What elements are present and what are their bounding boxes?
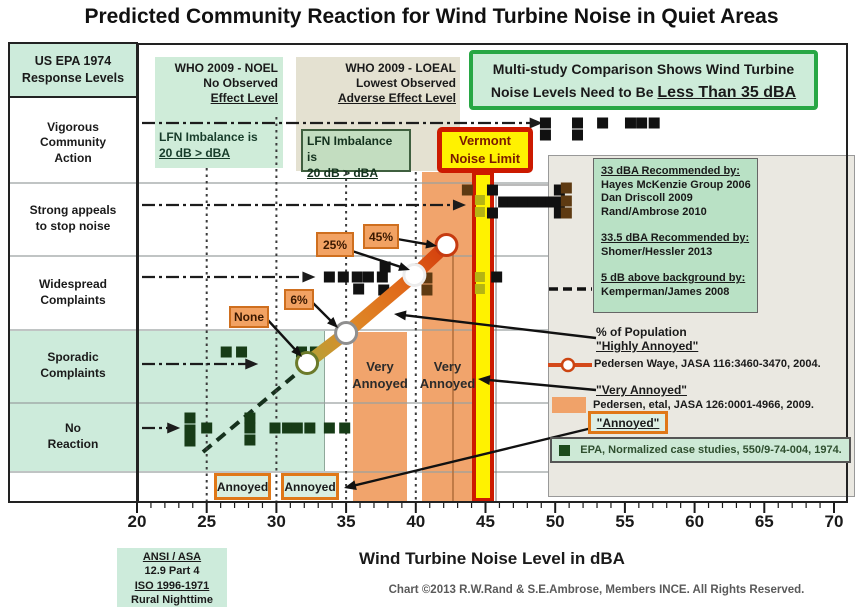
ansi-line4: Rural Nighttime	[131, 593, 213, 606]
x-tick-label-65: 65	[754, 512, 774, 531]
vermont-limit-label: Vermont Noise Limit	[437, 127, 533, 173]
x-tick-label-70: 70	[824, 512, 844, 531]
rec-33dba-header: 33 dBA Recommended by:	[601, 165, 740, 177]
x-tick-label-35: 35	[336, 512, 356, 531]
who-noel-band	[155, 57, 283, 168]
legend-pop-line1: % of Population	[596, 325, 687, 339]
epa-square-icon	[559, 444, 571, 456]
row-label-widespread: Widespread Complaints	[39, 277, 107, 307]
who-noel-underlined: Effect Level	[210, 91, 278, 105]
x-tick-label-30: 30	[266, 512, 286, 531]
very-annoyed-label-2: Very Annoyed	[419, 359, 476, 391]
x-tick-label-55: 55	[615, 512, 635, 531]
x-tick-label-20: 20	[127, 512, 147, 531]
rec-5db-header: 5 dB above background by:	[601, 272, 746, 284]
x-tick-label-45: 45	[476, 512, 495, 531]
ansi-line2: 12.9 Part 4	[144, 565, 200, 578]
lfn2-line2: 20 dB > dBA	[307, 166, 379, 181]
row-label-vigorous: Vigorous Community Action	[40, 119, 106, 165]
who-loeal-underlined: Adverse Effect Level	[337, 91, 456, 105]
pct-label-25: 25%	[316, 232, 354, 257]
row-label-sporadic: Sporadic Complaints	[40, 350, 106, 380]
annoyed-box-right: Annoyed	[281, 473, 339, 500]
annoyed-box-left: Annoyed	[214, 473, 271, 500]
lfn2-line1: LFN Imbalance is	[307, 134, 393, 165]
rec-kemperman: Kemperman/James 2008	[601, 285, 730, 298]
x-axis-title: Wind Turbine Noise Level in dBA	[359, 549, 625, 568]
x-tick-label-60: 60	[685, 512, 705, 531]
x-tick-label-50: 50	[545, 512, 565, 531]
multi-study-line1: Multi-study Comparison Shows Wind Turbin…	[492, 61, 795, 77]
pct-label-6: 6%	[284, 289, 314, 310]
row-label-strong-appeals: Strong appeals to stop noise	[29, 203, 117, 233]
ansi-note-box: ANSI / ASA 12.9 Part 4 ISO 1996-1971 Rur…	[117, 548, 227, 607]
legend-pedersen-etal: Pedersen, etal, JASA 126:0001-4966, 2009…	[593, 399, 814, 411]
ansi-line3: ISO 1996-1971	[134, 579, 210, 592]
legend-pop-line2: "Highly Annoyed"	[596, 339, 699, 353]
multi-study-callout: Multi-study Comparison Shows Wind Turbin…	[469, 50, 818, 110]
multi-study-line2: Noise Levels Need to Be Less Than 35 dBA	[473, 81, 814, 106]
x-tick-label-25: 25	[197, 512, 217, 531]
who-loeal-lfn-note: LFN Imbalance is 20 dB > dBA	[301, 129, 411, 180]
legend-epa-bar: EPA, Normalized case studies, 550/9-74-0…	[550, 437, 851, 463]
plot-frame	[137, 43, 848, 503]
rec-rand-ambrose: Rand/Ambrose 2010	[601, 205, 707, 218]
epa-header: US EPA 1974 Response Levels	[8, 42, 138, 98]
legend-very-annoyed: "Very Annoyed"	[596, 383, 687, 397]
x-tick-label-40: 40	[406, 512, 426, 531]
very-annoyed-swatch	[552, 397, 586, 413]
who-noel-lfn-note: LFN Imbalance is 20 dB > dBA	[159, 129, 283, 161]
legend-epa-text: EPA, Normalized case studies, 550/9-74-0…	[580, 444, 842, 456]
who-loeal-title-lines: WHO 2009 - LOEAL Lowest Observed	[345, 61, 456, 90]
legend-annoyed-box: "Annoyed"	[588, 411, 668, 434]
who-noel-title: WHO 2009 - NOEL No Observed Effect Level	[156, 61, 278, 106]
rec-hayes: Hayes McKenzie Group 2006	[601, 178, 751, 191]
chart-title: Predicted Community Reaction for Wind Tu…	[84, 5, 779, 28]
pct-label-none: None	[229, 306, 269, 328]
left-green-region	[10, 331, 136, 471]
rec-335dba-header: 33.5 dBA Recommended by:	[601, 232, 750, 244]
legend-pedersen-wave: Pedersen Waye, JASA 116:3460-3470, 2004.	[594, 358, 821, 370]
recommendations-box: 33 dBA Recommended by: Hayes McKenzie Gr…	[593, 158, 758, 313]
pct-label-45: 45%	[363, 224, 399, 249]
row-label-no-reaction: No Reaction	[47, 421, 99, 451]
who-loeal-title: WHO 2009 - LOEAL Lowest Observed Adverse…	[298, 61, 456, 106]
multi-study-line2-prefix: Noise Levels Need to Be	[490, 83, 658, 100]
who-noel-title-lines: WHO 2009 - NOEL No Observed	[174, 61, 278, 90]
rec-shomer: Shomer/Hessler 2013	[601, 245, 713, 258]
rec-driscoll: Dan Driscoll 2009	[601, 192, 693, 204]
copyright-text: Chart ©2013 R.W.Rand & S.E.Ambrose, Memb…	[388, 584, 805, 596]
lfn-line1: LFN Imbalance is	[159, 130, 258, 144]
multi-study-line2-underlined: Less Than 35 dBA	[657, 83, 797, 101]
ansi-line1: ANSI / ASA	[142, 551, 202, 563]
very-annoyed-label-1: Very Annoyed	[352, 359, 408, 391]
lfn-line2: 20 dB > dBA	[159, 146, 231, 161]
